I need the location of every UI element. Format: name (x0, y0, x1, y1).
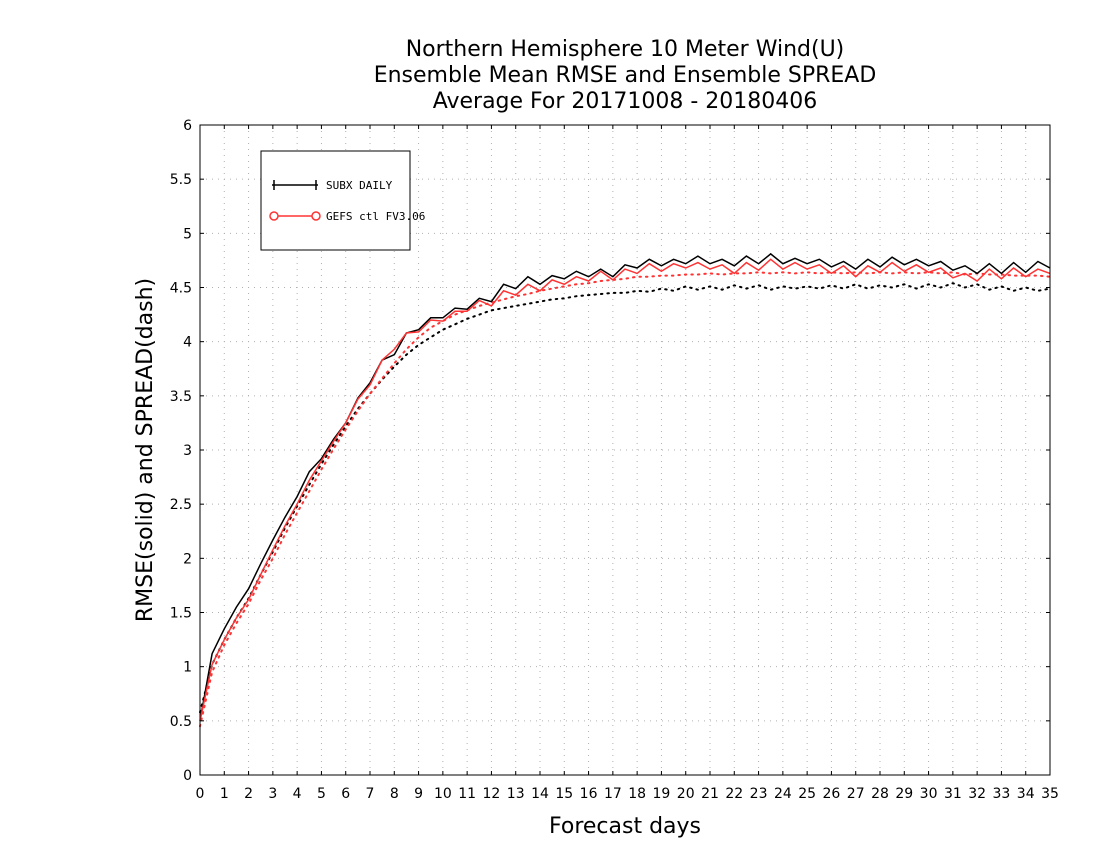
legend: SUBX DAILY GEFS ctl FV3.06 (260, 150, 425, 251)
x-tick-label: 0 (196, 786, 205, 802)
series-rmse-line-gefs-ctl-fv3-06 (199, 258, 1051, 721)
chart-title-line-1: Northern Hemisphere 10 Meter Wind(U) (405, 37, 845, 62)
x-tick-label: 5 (317, 786, 326, 802)
legend-box (260, 150, 411, 251)
x-tick-label: 15 (555, 786, 573, 802)
legend-entries: SUBX DAILY GEFS ctl FV3.06 (269, 179, 425, 223)
x-tick-label: 33 (993, 786, 1011, 802)
x-tick-label: 17 (604, 786, 622, 802)
legend-circle-marker (311, 211, 321, 221)
rmse-layer (199, 252, 1051, 721)
y-tick-label: 0.5 (170, 714, 192, 730)
y-tick-label: 1 (183, 660, 192, 676)
tick-layer: 0 1 2 3 4 5 6 7 8 9 10 11 12 13 14 15 16 17 18 19 20 21 22 23 24… (170, 118, 1059, 802)
y-tick-label: 3.5 (170, 389, 192, 405)
x-tick-label: 14 (531, 786, 549, 802)
legend-circle-marker (269, 211, 279, 221)
x-tick-label: 11 (458, 786, 476, 802)
y-tick-label: 5.5 (170, 172, 192, 188)
y-tick-label: 4.5 (170, 281, 192, 297)
x-tick-label: 20 (677, 786, 695, 802)
y-tick-label: 2.5 (170, 497, 192, 513)
x-tick-label: 23 (750, 786, 768, 802)
x-tick-label: 9 (414, 786, 423, 802)
x-tick-label: 19 (653, 786, 671, 802)
x-tick-label: 22 (725, 786, 743, 802)
x-axis-title: Forecast days (549, 814, 701, 839)
x-tick-label: 28 (871, 786, 889, 802)
y-tick-label: 5 (183, 226, 192, 242)
x-tick-label: 26 (823, 786, 841, 802)
x-tick-label: 6 (341, 786, 350, 802)
x-tick-label: 16 (580, 786, 598, 802)
x-tick-label: 30 (920, 786, 938, 802)
series-rmse-line-subx-daily (199, 252, 1051, 721)
x-tick-label: 7 (366, 786, 375, 802)
x-tick-label: 29 (895, 786, 913, 802)
x-tick-label: 32 (968, 786, 986, 802)
x-tick-label: 21 (701, 786, 719, 802)
x-tick-label: 12 (483, 786, 501, 802)
x-tick-label: 4 (293, 786, 302, 802)
y-tick-label: 0 (183, 768, 192, 784)
y-tick-label: 3 (183, 443, 192, 459)
x-tick-label: 24 (774, 786, 792, 802)
chart-title-line-3: Average For 20171008 - 20180406 (432, 89, 818, 114)
y-tick-label: 1.5 (170, 606, 192, 622)
y-tick-label: 4 (183, 335, 192, 351)
chart-title-line-2: Ensemble Mean RMSE and Ensemble SPREAD (373, 63, 877, 88)
x-tick-label: 1 (220, 786, 229, 802)
y-tick-label: 2 (183, 551, 192, 567)
series-spread-line-subx-daily (199, 282, 1051, 714)
x-tick-label: 34 (1017, 786, 1035, 802)
legend-label-1: GEFS ctl FV3.06 (326, 210, 425, 223)
x-tick-label: 13 (507, 786, 525, 802)
x-tick-label: 27 (847, 786, 865, 802)
x-tick-label: 18 (628, 786, 646, 802)
x-tick-label: 25 (798, 786, 816, 802)
x-tick-label: 3 (268, 786, 277, 802)
x-tick-label: 2 (244, 786, 253, 802)
y-axis-title: RMSE(solid) and SPREAD(dash) (133, 278, 158, 622)
spread-layer (199, 271, 1051, 728)
legend-label-0: SUBX DAILY (326, 179, 393, 192)
series-spread-line-gefs-ctl-fv3-06 (199, 271, 1051, 728)
x-tick-label: 35 (1041, 786, 1059, 802)
x-tick-label: 8 (390, 786, 399, 802)
x-tick-label: 31 (944, 786, 962, 802)
x-tick-label: 10 (434, 786, 452, 802)
y-tick-label: 6 (183, 118, 192, 134)
